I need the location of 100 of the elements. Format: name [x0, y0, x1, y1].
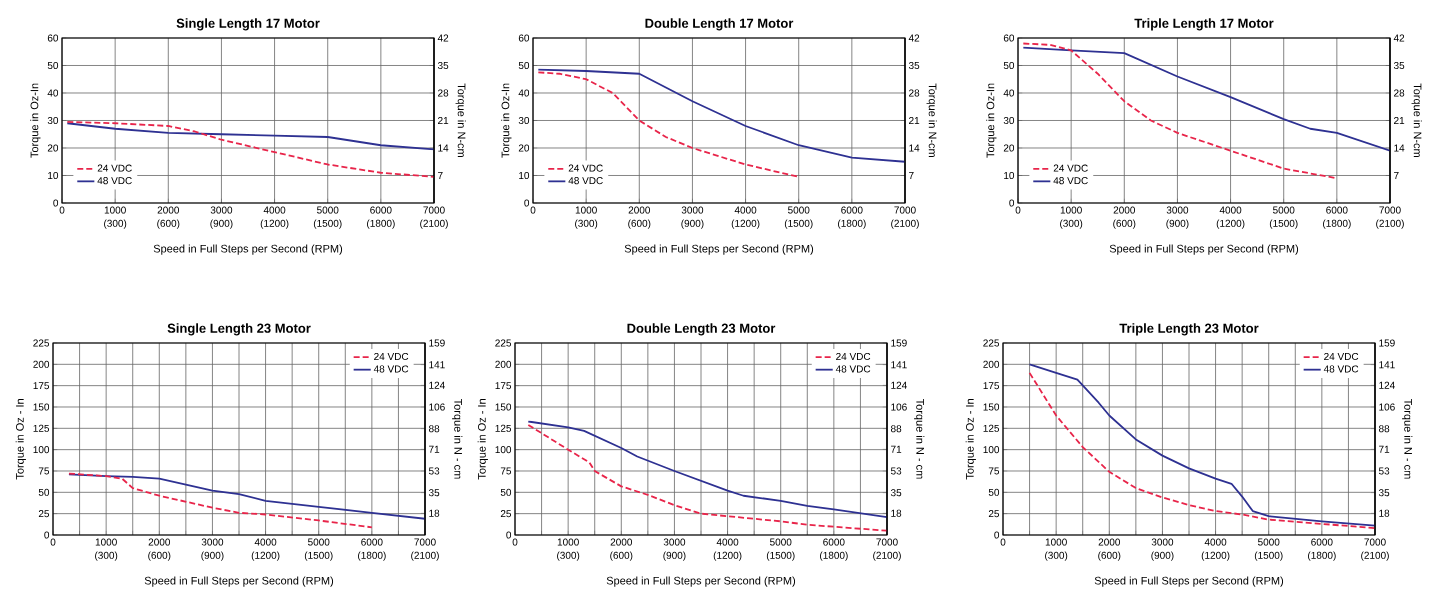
- x2-tick-label: (600): [148, 551, 171, 561]
- legend-label: 24 VDC: [1324, 352, 1359, 361]
- x-tick-label: 6000: [841, 206, 863, 214]
- x2-tick-label: (1800): [838, 219, 866, 229]
- y2-tick-label: 42: [1393, 34, 1405, 42]
- y-tick-label: 40: [47, 89, 59, 97]
- y-tick-label: 175: [495, 382, 512, 390]
- y2-tick-label: 35: [890, 489, 902, 497]
- y-tick-label: 40: [518, 89, 530, 97]
- y-tick-label: 20: [1003, 144, 1015, 152]
- y2-tick-label: 53: [428, 467, 440, 475]
- x2-tick-label: (1800): [1323, 219, 1351, 229]
- y-tick-label: 20: [518, 144, 530, 152]
- chart-title: Double Length 17 Motor: [645, 18, 794, 31]
- x2-tick-label: (900): [1166, 219, 1189, 229]
- y-tick-label: 25: [988, 510, 1000, 518]
- x2-tick-label: (1200): [1201, 551, 1230, 561]
- y-tick-label: 30: [1003, 116, 1015, 125]
- x-tick-label: 4000: [1204, 538, 1227, 546]
- x2-tick-label: (600): [157, 219, 180, 229]
- y-tick-label: 60: [1003, 34, 1015, 42]
- x2-tick-label: (2100): [891, 219, 919, 229]
- x2-tick-label: (900): [663, 551, 686, 561]
- y2-tick-label: 28: [438, 89, 449, 97]
- chart-title: Single Length 23 Motor: [167, 323, 311, 336]
- y-tick-label: 200: [983, 360, 1000, 368]
- x-tick-label: 4000: [263, 206, 286, 214]
- y2-tick-label: 28: [1394, 89, 1405, 97]
- y-tick-label: 30: [47, 116, 59, 125]
- y2-tick-label: 35: [428, 489, 440, 497]
- line-series: [1022, 46, 1390, 152]
- x-tick-label: 2000: [610, 538, 633, 546]
- x-tick-label: 1000: [104, 206, 126, 214]
- y-tick-label: 200: [33, 360, 50, 368]
- y2-tick-label: 71: [891, 445, 902, 453]
- x-axis-title: Speed in Full Steps per Second (RPM): [1094, 576, 1284, 587]
- y2-tick-label: 106: [891, 403, 907, 411]
- x-tick-label: 3000: [1151, 538, 1174, 546]
- x2-tick-label: (1200): [731, 219, 760, 229]
- x2-tick-label: (1500): [304, 551, 333, 561]
- y-tick-label: 200: [495, 360, 512, 368]
- x-tick-label: 2000: [157, 206, 180, 214]
- y-tick-label: 60: [47, 34, 59, 42]
- x2-tick-label: (2100): [873, 551, 901, 561]
- x-tick-label: 1000: [1060, 206, 1082, 214]
- y2-tick-label: 124: [1379, 381, 1395, 389]
- chart-title: Single Length 17 Motor: [176, 18, 320, 31]
- x2-tick-label: (900): [210, 219, 233, 229]
- x2-tick-label: (2100): [420, 219, 448, 229]
- y-tick-label: 20: [47, 144, 59, 152]
- y2-tick-label: 14: [909, 144, 920, 152]
- y2-tick-label: 21: [909, 117, 920, 124]
- line-series: [537, 71, 800, 178]
- y2-tick-label: 71: [1379, 445, 1390, 453]
- y2-axis-title: Torque in N-cm: [455, 83, 466, 158]
- x-tick-label: 1000: [557, 538, 579, 546]
- legend-label: 48 VDC: [1323, 365, 1359, 373]
- x-tick-label: 2000: [1098, 538, 1121, 546]
- x-tick-label: 0: [530, 206, 536, 214]
- x-tick-label: 7000: [423, 206, 445, 214]
- y-tick-label: 225: [33, 339, 50, 347]
- x-tick-label: 0: [1015, 206, 1021, 214]
- y2-axis-title: Torque in N - cm: [452, 398, 463, 479]
- y2-tick-label: 159: [429, 339, 445, 347]
- y2-tick-label: 141: [891, 361, 907, 369]
- line-series: [527, 424, 887, 532]
- legend-label: 48 VDC: [835, 365, 871, 373]
- x-tick-label: 5000: [788, 206, 810, 214]
- chart-title: Triple Length 17 Motor: [1134, 18, 1274, 31]
- y-tick-label: 50: [1003, 61, 1015, 70]
- x-tick-label: 7000: [1379, 206, 1401, 214]
- y-tick-label: 100: [983, 446, 1000, 454]
- y2-tick-label: 35: [1393, 61, 1405, 70]
- y-tick-label: 175: [33, 382, 50, 390]
- y-axis-title: Torque in Oz - In: [965, 399, 976, 480]
- x-tick-label: 6000: [361, 538, 383, 546]
- line-series: [527, 420, 887, 518]
- y2-tick-label: 14: [438, 144, 449, 152]
- y2-tick-label: 7: [1394, 172, 1399, 179]
- x2-tick-label: (1800): [367, 219, 395, 229]
- legend-label: 48 VDC: [1053, 177, 1088, 185]
- y-tick-label: 225: [983, 339, 1000, 347]
- y-tick-label: 0: [44, 531, 50, 539]
- y2-tick-label: 53: [1378, 467, 1390, 475]
- x2-tick-label: (300): [95, 551, 118, 561]
- x-axis-title: Speed in Full Steps per Second (RPM): [144, 576, 334, 587]
- y-axis-title: Torque in Oz-In: [986, 83, 997, 158]
- y2-tick-label: 71: [429, 445, 440, 453]
- x2-tick-label: (1500): [1254, 551, 1283, 561]
- y-tick-label: 125: [495, 424, 512, 432]
- x-tick-label: 4000: [734, 206, 757, 214]
- x-tick-label: 3000: [663, 538, 686, 546]
- x-axis-title: Speed in Full Steps per Second (RPM): [153, 244, 343, 255]
- x2-tick-label: (2100): [1376, 219, 1404, 229]
- y-tick-label: 10: [48, 171, 59, 180]
- y-tick-label: 125: [983, 424, 1000, 432]
- y-tick-label: 100: [33, 446, 50, 454]
- x2-tick-label: (2100): [411, 551, 439, 561]
- y-tick-label: 0: [1009, 199, 1015, 207]
- y2-axis-title: Torque in N - cm: [914, 398, 925, 479]
